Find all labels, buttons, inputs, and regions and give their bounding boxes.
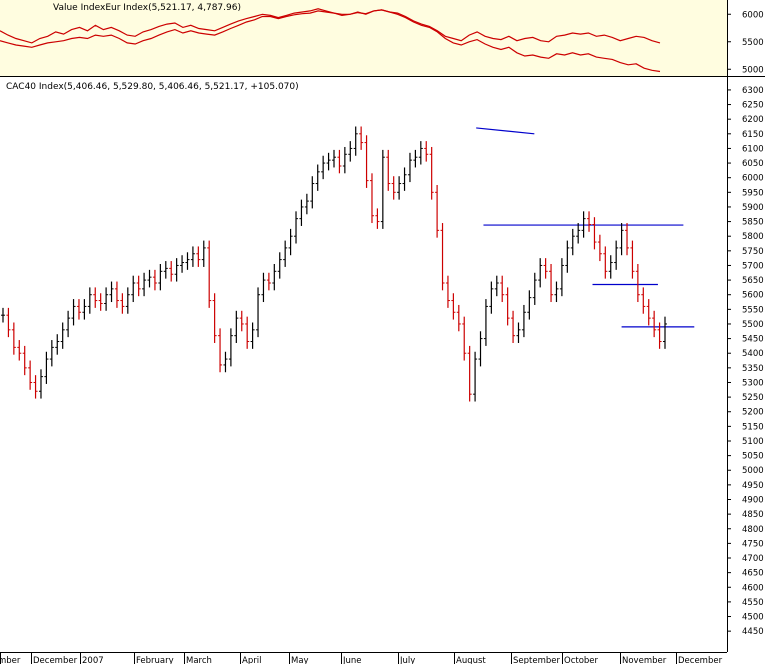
price-bars bbox=[1, 126, 667, 402]
main-y-tick-label: 4550 bbox=[742, 598, 764, 608]
upper-y-tick-label: 5500 bbox=[742, 38, 764, 48]
main-y-tick-label: 4800 bbox=[742, 525, 764, 535]
main-y-tick-label: 5300 bbox=[742, 378, 764, 388]
main-y-tick-label: 5050 bbox=[742, 452, 764, 462]
main-y-tick-label: 5900 bbox=[742, 203, 764, 213]
x-tick-label: March bbox=[186, 656, 212, 664]
main-y-tick-label: 4500 bbox=[742, 613, 764, 623]
main-y-tick-label: 4600 bbox=[742, 583, 764, 593]
trendline bbox=[476, 127, 535, 135]
x-tick-label: October bbox=[564, 656, 599, 664]
main-y-tick-label: 5600 bbox=[742, 291, 764, 301]
x-tick-label: July bbox=[399, 656, 415, 664]
main-y-tick-label: 5400 bbox=[742, 349, 764, 359]
main-y-tick-label: 4450 bbox=[742, 627, 764, 637]
main-y-tick-label: 5100 bbox=[742, 437, 764, 447]
main-y-tick-label: 5750 bbox=[742, 247, 764, 257]
upper-series-line bbox=[0, 9, 661, 73]
main-y-tick-label: 5250 bbox=[742, 393, 764, 403]
main-y-tick-label: 5350 bbox=[742, 364, 764, 374]
x-tick-label: November bbox=[622, 656, 667, 664]
upper-panel bbox=[0, 0, 727, 76]
x-axis: mber December 2007 February March April May Jun… bbox=[0, 652, 723, 664]
main-y-tick-label: 4950 bbox=[742, 481, 764, 491]
upper-panel-title: Value IndexEur Index(5,521.17, 4,787.96) bbox=[53, 3, 241, 13]
main-y-tick-label: 5500 bbox=[742, 320, 764, 330]
upper-series bbox=[0, 8, 661, 73]
x-tick-label: December bbox=[33, 656, 78, 664]
main-y-tick-label: 5950 bbox=[742, 188, 764, 198]
main-y-tick-label: 6300 bbox=[742, 86, 764, 96]
main-y-tick-label: 6100 bbox=[742, 144, 764, 154]
upper-y-tick-label: 6000 bbox=[742, 10, 764, 20]
x-tick-label: September bbox=[513, 656, 560, 664]
x-tick-label: May bbox=[291, 656, 309, 664]
main-y-tick-label: 5150 bbox=[742, 422, 764, 432]
main-y-tick-label: 6150 bbox=[742, 130, 764, 140]
main-y-tick-label: 5650 bbox=[742, 276, 764, 286]
x-tick-label: 2007 bbox=[82, 656, 104, 664]
main-y-tick-label: 5450 bbox=[742, 335, 764, 345]
main-panel-title: CAC40 Index(5,406.46, 5,529.80, 5,406.46… bbox=[6, 82, 299, 92]
x-tick-label: April bbox=[242, 656, 261, 664]
x-tick-label: June bbox=[342, 656, 362, 664]
main-y-tick-label: 4700 bbox=[742, 554, 764, 564]
upper-y-tick-label: 5000 bbox=[742, 65, 764, 75]
main-y-tick-label: 6250 bbox=[742, 101, 764, 111]
main-y-tick-label: 5700 bbox=[742, 261, 764, 271]
x-tick-label: August bbox=[456, 656, 486, 664]
main-y-tick-label: 5800 bbox=[742, 232, 764, 242]
main-y-tick-label: 5550 bbox=[742, 305, 764, 315]
x-tick-label: December bbox=[678, 656, 723, 664]
main-y-tick-label: 6050 bbox=[742, 159, 764, 169]
main-y-tick-label: 5200 bbox=[742, 408, 764, 418]
main-y-axis: 6300 6250 6200 6150 6100 6050 6000 5950 5900 5850… bbox=[727, 86, 764, 637]
main-y-tick-label: 4900 bbox=[742, 496, 764, 506]
main-y-tick-label: 6000 bbox=[742, 174, 764, 184]
trendlines bbox=[476, 127, 695, 328]
x-tick-label: February bbox=[136, 656, 174, 664]
upper-y-axis: 6000 5500 5000 bbox=[727, 10, 764, 75]
main-y-tick-label: 6200 bbox=[742, 115, 764, 125]
main-y-tick-label: 4850 bbox=[742, 510, 764, 520]
main-y-tick-label: 5000 bbox=[742, 466, 764, 476]
main-y-tick-label: 4650 bbox=[742, 569, 764, 579]
main-y-tick-label: 5850 bbox=[742, 218, 764, 228]
x-tick-label: mber bbox=[0, 656, 21, 664]
main-y-tick-label: 4750 bbox=[742, 539, 764, 549]
